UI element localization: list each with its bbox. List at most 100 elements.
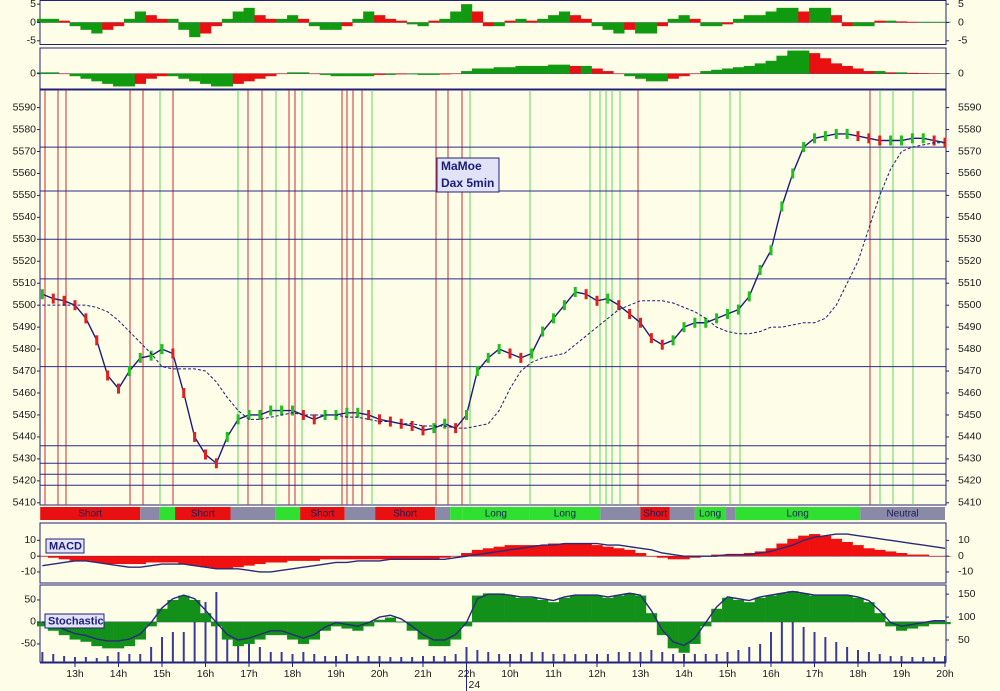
volume-bar	[617, 652, 620, 662]
x-tick-label: 14h	[110, 668, 128, 680]
bar	[80, 73, 92, 79]
x-tick-label: 15h	[719, 668, 737, 680]
price-bar	[552, 313, 555, 324]
price-bar	[747, 291, 751, 302]
bar	[602, 71, 614, 74]
price-bar	[84, 313, 88, 324]
volume-bar	[498, 654, 501, 662]
bar	[58, 73, 70, 75]
regime-segment	[175, 507, 231, 520]
volume-bar	[367, 656, 370, 662]
bar	[417, 621, 429, 640]
bar	[439, 621, 451, 647]
volume-bar	[128, 654, 131, 662]
bar	[667, 73, 679, 79]
y-tick-label: 0	[30, 16, 36, 28]
bar	[722, 68, 734, 74]
bar	[200, 73, 212, 84]
price-bar	[497, 344, 501, 355]
bar	[809, 595, 821, 622]
volume-bar	[335, 656, 337, 662]
bar	[189, 22, 201, 38]
price-bar	[736, 304, 740, 315]
bar	[569, 595, 581, 622]
volume-bar	[628, 652, 631, 662]
bar	[504, 595, 516, 622]
y-tick-label: -10	[958, 566, 973, 578]
bar	[558, 597, 571, 622]
x-tick-label: 15h	[153, 668, 171, 680]
y-tick-label: 5530	[958, 233, 982, 245]
price-bar	[301, 409, 305, 420]
y-tick-label: 5570	[958, 145, 982, 157]
price-bar	[943, 137, 947, 148]
bar	[613, 22, 625, 34]
x-tick-label: 14h	[675, 668, 693, 680]
regime-segment	[140, 507, 160, 520]
bar	[113, 621, 125, 649]
bar	[134, 621, 146, 640]
panel-frame	[39, 89, 947, 506]
volume-bar	[84, 657, 87, 662]
bar	[406, 73, 418, 75]
bar	[689, 18, 701, 23]
bar	[798, 11, 810, 23]
volume-bar	[237, 632, 240, 662]
bar	[874, 71, 886, 74]
volume-bar	[411, 657, 414, 662]
bar	[787, 7, 799, 23]
bar	[776, 7, 788, 23]
bar	[167, 18, 179, 23]
regime-label: Short	[643, 509, 667, 520]
price-bar	[671, 335, 675, 346]
bar	[602, 597, 614, 622]
price-bar	[910, 133, 914, 144]
bar	[678, 15, 690, 23]
bar	[232, 556, 244, 568]
bar	[874, 20, 886, 23]
bar	[417, 556, 429, 560]
bar	[210, 73, 223, 87]
price-bar	[160, 344, 164, 355]
volume-bar	[52, 654, 55, 662]
bar	[330, 73, 342, 77]
bar	[537, 65, 549, 74]
bar	[689, 556, 701, 558]
price-bar	[193, 431, 197, 442]
bar	[406, 22, 418, 25]
bar	[852, 22, 864, 27]
x-tick-label: 10h	[501, 668, 519, 680]
volume-bar	[857, 650, 859, 662]
bar	[678, 556, 690, 560]
bar	[809, 534, 821, 557]
bar	[896, 21, 908, 23]
bar	[287, 15, 299, 23]
y-tick-label: 5	[958, 0, 964, 10]
bar	[928, 621, 940, 625]
bar	[885, 72, 897, 74]
price-bar	[291, 405, 294, 416]
volume-bar	[204, 602, 207, 662]
price-bar	[867, 133, 871, 144]
price-bar	[845, 128, 849, 139]
sell-lines	[44, 90, 871, 505]
volume-bar	[889, 656, 892, 662]
bar	[558, 64, 571, 74]
volume-bar	[693, 654, 696, 662]
bar	[254, 73, 266, 79]
bar	[656, 556, 668, 558]
price-bar	[889, 135, 893, 146]
regime-label: Short	[310, 509, 334, 520]
bar	[841, 65, 853, 74]
regime-segment	[450, 507, 463, 520]
bar	[558, 11, 571, 23]
volume-bar	[509, 654, 511, 662]
bar	[830, 63, 842, 74]
bar	[384, 18, 397, 23]
bar	[537, 545, 549, 557]
bar	[232, 11, 244, 23]
bar	[787, 591, 799, 622]
bar	[635, 22, 647, 34]
bar	[580, 543, 592, 557]
bar	[711, 554, 723, 557]
